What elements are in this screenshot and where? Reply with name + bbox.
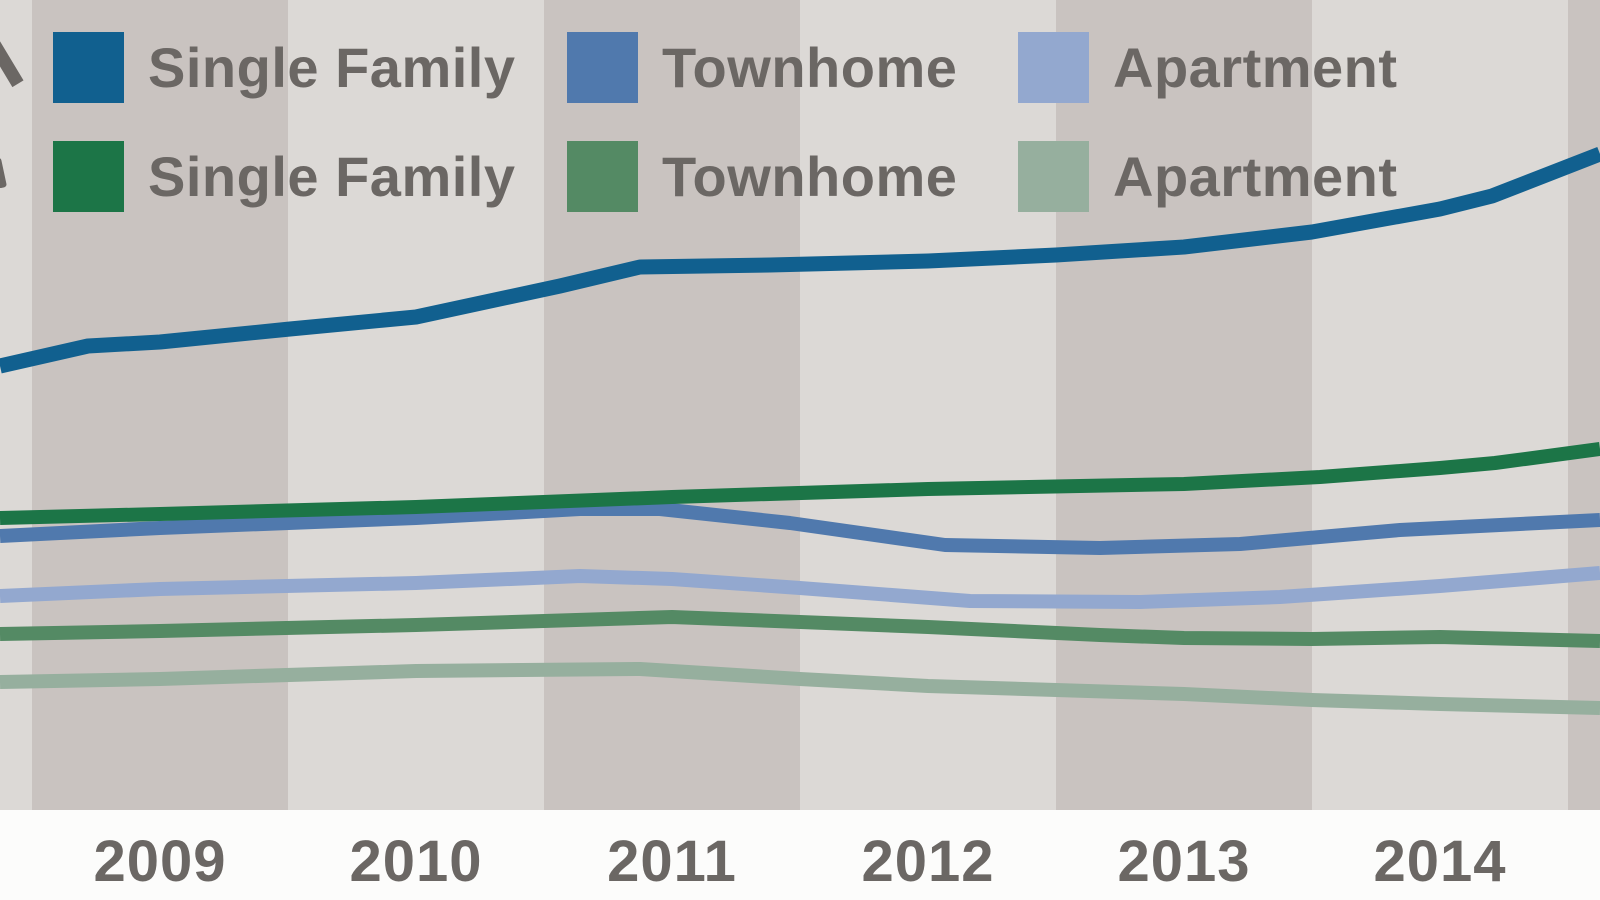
legend-swatch: [1018, 141, 1089, 212]
x-axis-label: 2012: [861, 829, 995, 894]
legend-item-townhome-blue: Townhome: [567, 32, 957, 103]
legend-swatch: [567, 32, 638, 103]
series-line-townhome-row1: [0, 502, 1600, 555]
year-band: [1056, 0, 1312, 810]
year-band: [1568, 0, 1600, 810]
line-chart-plot-area: [0, 147, 1600, 715]
x-axis-label: 2014: [1373, 829, 1507, 894]
legend-swatch: [53, 32, 124, 103]
legend-swatch: [567, 141, 638, 212]
legend-swatch: [1018, 32, 1089, 103]
x-axis-label: 2013: [1117, 829, 1251, 894]
series-line-apartment-row2: [0, 662, 1600, 715]
legend-item-single-family-green: Single Family: [53, 141, 516, 212]
x-axis-label: 2009: [93, 829, 227, 894]
x-axis-strip: 2009 2010 2011 2012 2013 2014: [0, 810, 1600, 900]
series-line-apartment-row1: [0, 566, 1600, 609]
legend-label: Apartment: [1113, 36, 1398, 99]
legend-swatch: [53, 141, 124, 212]
series-line-single-family-row2: [0, 442, 1600, 525]
legend-label: Single Family: [148, 36, 516, 99]
legend-item-townhome-green: Townhome: [567, 141, 957, 212]
legend-label: Townhome: [662, 145, 958, 208]
series-line-single-family-row1: [0, 147, 1600, 374]
legend-label: Apartment: [1113, 145, 1398, 208]
legend-item-single-family-blue: Single Family: [53, 32, 516, 103]
series-line-townhome-row2: [0, 610, 1600, 648]
legend-item-apartment-blue: Apartment: [1018, 32, 1398, 103]
x-axis-label: 2011: [607, 829, 737, 894]
legend-label: Townhome: [662, 36, 958, 99]
legend-label: Single Family: [148, 145, 516, 208]
year-band: [1312, 0, 1568, 810]
legend-item-apartment-green: Apartment: [1018, 141, 1398, 212]
x-axis-label: 2010: [349, 829, 483, 894]
